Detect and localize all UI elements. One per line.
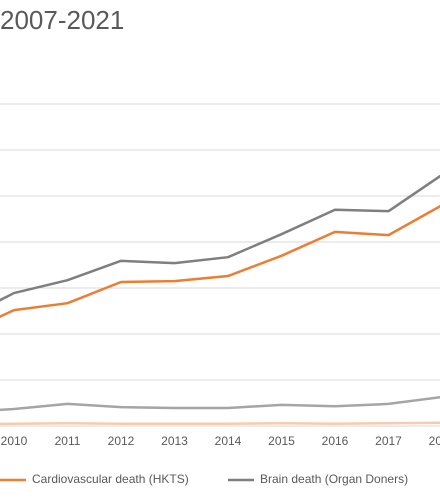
series-line: [0, 396, 440, 412]
x-tick-label: 2016: [322, 434, 349, 448]
x-tick-label: 2012: [108, 434, 135, 448]
series-line: [0, 204, 440, 318]
x-tick-label: 2018: [429, 434, 440, 448]
x-tick-label: 2011: [55, 434, 81, 448]
x-tick-label: 2017: [375, 434, 402, 448]
chart-title: 2007-2021: [0, 5, 124, 35]
legend-label: Brain death (Organ Doners): [260, 472, 408, 486]
x-tick-label: 2014: [215, 434, 242, 448]
x-tick-label: 2013: [161, 434, 188, 448]
x-tick-label: 2015: [268, 434, 295, 448]
x-tick-label: 2010: [1, 434, 28, 448]
series-line: [0, 174, 440, 302]
legend-label: Cardiovascular death (HKTS): [32, 472, 189, 486]
series-line: [0, 421, 440, 426]
